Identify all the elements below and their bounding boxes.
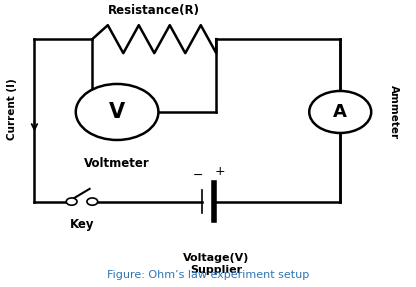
Circle shape — [87, 198, 98, 205]
Circle shape — [66, 198, 77, 205]
Text: A: A — [333, 103, 347, 121]
Text: −: − — [193, 169, 203, 182]
Text: Figure: Ohm’s law experiment setup: Figure: Ohm’s law experiment setup — [107, 270, 309, 280]
Text: V: V — [109, 102, 125, 122]
Text: Ammeter: Ammeter — [389, 85, 399, 139]
Text: +: + — [215, 165, 226, 178]
Text: Resistance(R): Resistance(R) — [108, 4, 200, 17]
Text: Voltmeter: Voltmeter — [84, 157, 150, 170]
Circle shape — [309, 91, 371, 133]
Text: Key: Key — [70, 218, 94, 231]
Text: Voltage(V)
Supplier: Voltage(V) Supplier — [183, 253, 250, 275]
Circle shape — [76, 84, 158, 140]
Text: Current (I): Current (I) — [7, 78, 17, 140]
